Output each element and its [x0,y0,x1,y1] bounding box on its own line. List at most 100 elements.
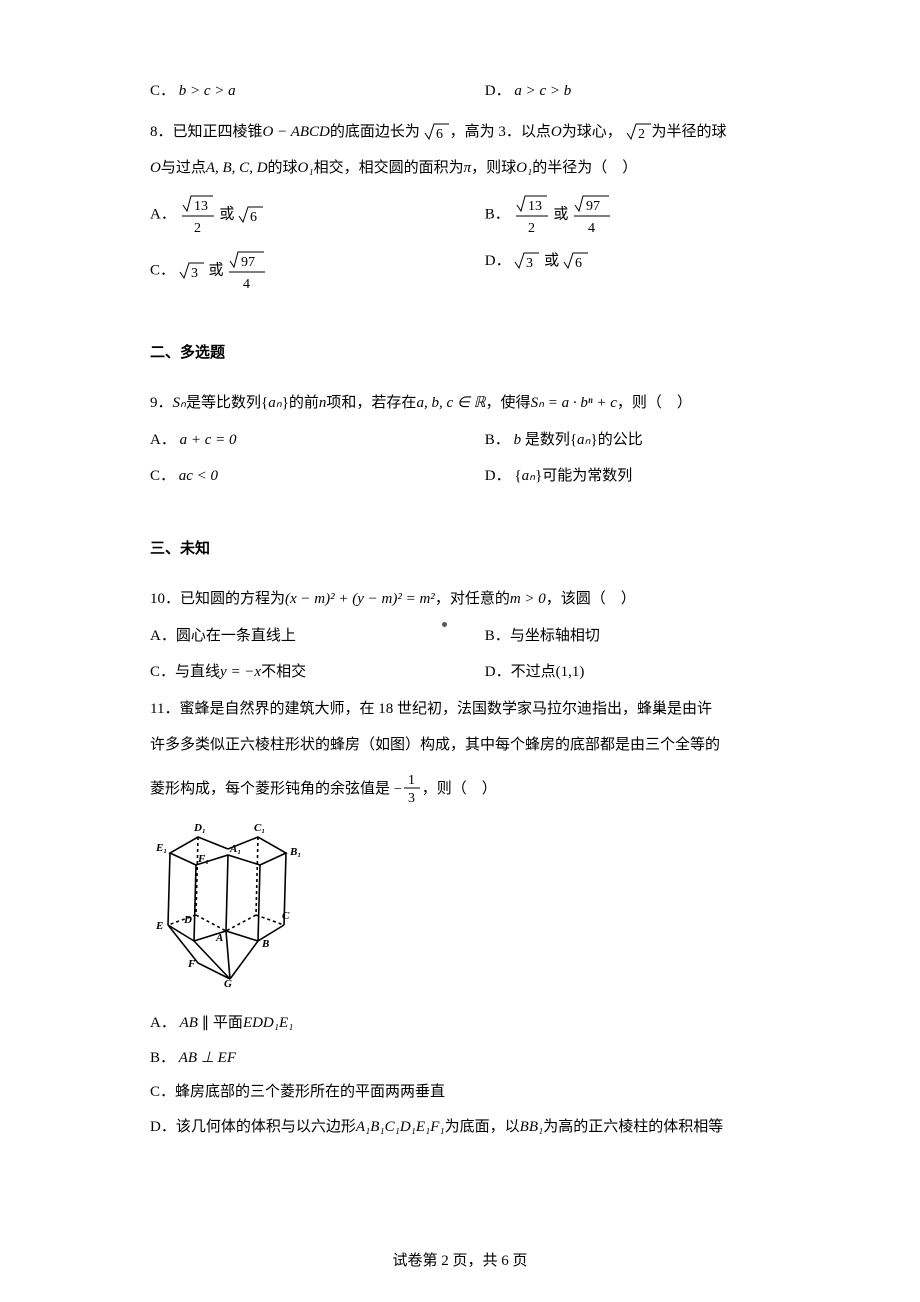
svg-text:3: 3 [526,256,533,271]
svg-text:B₁: B₁ [289,846,301,858]
q10-opt-a: A．圆心在一条直线上 [150,625,485,648]
sqrt2-icon: 2 [626,122,652,142]
text: 与直线 [175,664,220,680]
math-expr: O − ABCD [263,124,330,140]
q11-line2: 许多多类似正六棱柱形状的蜂房（如图）构成，其中每个蜂房的底部都是由三个全等的 [150,734,770,757]
sqrt3-icon: 3 [514,251,540,271]
text: ，则（ ） [617,395,692,411]
q11-opt-b: B． AB ⊥ EF [150,1047,770,1070]
q9-opt-a: A． a + c = 0 [150,429,485,452]
math-expr: y = −x [220,664,261,680]
q9-opt-b: B． b 是数列{aₙ}的公比 [485,429,770,452]
opt-label: A． [150,432,176,448]
math-pi: π [464,160,472,176]
svg-text:E₁: E₁ [155,842,167,854]
svg-text:13: 13 [528,199,542,214]
svg-text:A: A [215,932,223,944]
or-text: 或 [544,253,559,269]
text: 是等比数列 [186,395,261,411]
opt-label: D． [150,1119,176,1135]
math-an: aₙ [577,432,590,448]
q8-line2: O与过点A, B, C, D的球O₁相交，相交圆的面积为π，则球O₁的半径为（ … [150,157,770,180]
text: 为半径的球 [652,124,727,140]
text: ，该圆（ ） [546,591,636,607]
q8-line1: 8．已知正四棱锥O − ABCD的底面边长为 6，高为 3．以点O为球心， 2为… [150,121,770,144]
q8-opt-c: C． 3 或 97 4 [150,250,485,292]
brace-open: { [570,432,577,448]
math-o1: O₁ [298,160,314,176]
math-pt: (1,1) [556,664,585,680]
svg-text:6: 6 [250,210,257,225]
q7-opt-c: C． b > c > a [150,80,485,103]
svg-text:4: 4 [588,221,595,236]
math-b: b [514,432,522,448]
q11-line1: 11．蜜蜂是自然界的建筑大师，在 18 世纪初，法国数学家马拉尔迪指出，蜂巢是由… [150,698,770,721]
section-3-title: 三、未知 [150,538,770,561]
math-o1b: O₁ [516,160,532,176]
opt-text: 圆心在一条直线上 [176,628,296,644]
q8-options-ab: A． 13 2 或 6 B． 13 2 或 97 4 [150,194,770,236]
text: 的前 [289,395,319,411]
frac-sqrt97-4-icon: 97 4 [572,194,612,236]
math-ab: AB [180,1015,198,1031]
svg-text:F₁: F₁ [197,853,209,865]
opt-label: A． [150,628,176,644]
text: 是数列 [521,432,570,448]
q-num: 8． [150,124,173,140]
q8-opt-b: B． 13 2 或 97 4 [485,194,770,236]
frac-sqrt13-2-icon: 13 2 [180,194,216,236]
svg-text:6: 6 [436,127,443,142]
sqrt6-icon: 6 [424,122,450,142]
opt-text: 与坐标轴相切 [510,628,600,644]
text: 该几何体的体积与以六边形 [176,1119,356,1135]
q10-stem: 10．已知圆的方程为(x − m)² + (y − m)² = m²，对任意的m… [150,588,770,611]
text: 为底面，以 [445,1119,520,1135]
q9-opt-d: D． {aₙ}可能为常数列 [485,465,770,488]
svg-text:B: B [261,938,269,950]
math-formula: Sₙ = a · bⁿ + c [531,395,617,411]
opt-label: D． [485,468,511,484]
text: ，使得 [486,395,531,411]
text: 与过点 [161,160,206,176]
svg-text:F: F [187,958,196,970]
opt-label: A． [150,206,176,222]
text: ，高为 3．以点 [450,124,551,140]
brace-close: } [591,432,598,448]
text: 不相交 [261,664,306,680]
q10-opt-c: C．与直线y = −x不相交 [150,661,485,684]
text: 的底面边长为 [330,124,420,140]
text: 的半径为（ ） [532,160,637,176]
q10-options-cd: C．与直线y = −x不相交 D．不过点(1,1) [150,661,770,684]
q10-opt-b: B．与坐标轴相切 [485,625,770,648]
text: ，则（ ） [422,781,497,797]
text: 项和，若存在 [326,395,416,411]
q11-opt-d: D．该几何体的体积与以六边形A₁B₁C₁D₁E₁F₁为底面，以BB₁为高的正六棱… [150,1116,770,1139]
svg-text:3: 3 [408,791,415,805]
math-o: O [150,160,161,176]
text: 已知圆的方程为 [180,591,285,607]
svg-text:2: 2 [194,221,201,236]
or-text: 或 [553,206,568,222]
text: 可能为常数列 [542,468,632,484]
svg-text:3: 3 [191,266,198,281]
opt-label: D． [485,83,511,99]
opt-label: D． [485,664,511,680]
q8-options-cd: C． 3 或 97 4 D． 3 或 6 [150,250,770,292]
math-bb: BB₁ [520,1119,544,1135]
or-text: 或 [219,206,234,222]
text: 不过点 [511,664,556,680]
opt-label: B． [485,628,510,644]
sqrt6-icon: 6 [238,205,264,225]
opt-label: C． [150,468,175,484]
q9-options-ab: A． a + c = 0 B． b 是数列{aₙ}的公比 [150,429,770,452]
text: ，对任意的 [435,591,510,607]
opt-label: B． [150,1050,175,1066]
text: ∥ 平面 [198,1015,243,1031]
text: 的公比 [598,432,643,448]
honeycomb-icon: D₁ C₁ E₁ B₁ F₁ A₁ E D A B C F G [150,819,310,989]
or-text: 或 [209,262,224,278]
q7-options-cd: C． b > c > a D． a > c > b [150,80,770,103]
text: 已知正四棱锥 [173,124,263,140]
opt-label: C． [150,664,175,680]
math-sn: Sₙ [173,395,186,411]
